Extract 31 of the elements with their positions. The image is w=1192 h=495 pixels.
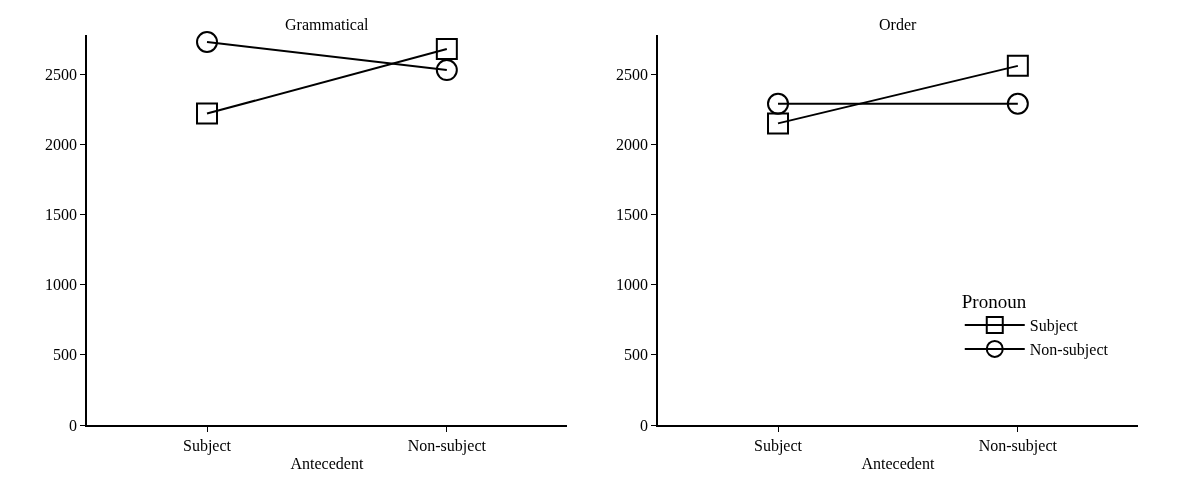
chart-title: Grammatical xyxy=(285,16,370,33)
y-tick-label: 1000 xyxy=(615,276,648,294)
point xyxy=(196,31,219,53)
point xyxy=(435,59,458,82)
x-tick-label: Subject xyxy=(754,437,803,456)
x-axis-title: Antecedent xyxy=(861,455,935,473)
x-tick-label: Non-subject xyxy=(407,437,487,456)
y-tick-label: 0 xyxy=(68,416,77,434)
x-tick-label: Subject xyxy=(183,437,232,456)
y-tick-label: 1500 xyxy=(615,206,648,224)
y-tick-label: 1500 xyxy=(44,206,77,224)
legend-label: Non-subject xyxy=(1029,341,1109,360)
y-tick-label: 500 xyxy=(52,346,77,364)
point xyxy=(435,38,458,61)
x-tick-label: Non-subject xyxy=(978,437,1058,456)
y-tick-label: 2500 xyxy=(44,65,77,83)
point xyxy=(196,102,219,125)
point xyxy=(767,112,790,135)
y-tick-label: 1000 xyxy=(44,276,77,294)
y-tick-label: 500 xyxy=(623,346,648,364)
y-tick-label: 0 xyxy=(639,416,648,434)
point xyxy=(1006,92,1029,115)
legend-title: Pronoun xyxy=(961,291,1027,313)
y-tick-label: 2000 xyxy=(615,136,648,154)
y-tick-label: 2500 xyxy=(615,65,648,83)
y-tick-label: 2000 xyxy=(44,136,77,154)
chart-title: Order xyxy=(879,16,917,33)
point xyxy=(1006,54,1029,77)
point xyxy=(767,92,790,115)
x-axis-title: Antecedent xyxy=(290,455,364,473)
legend-label: Subject xyxy=(1029,317,1079,336)
